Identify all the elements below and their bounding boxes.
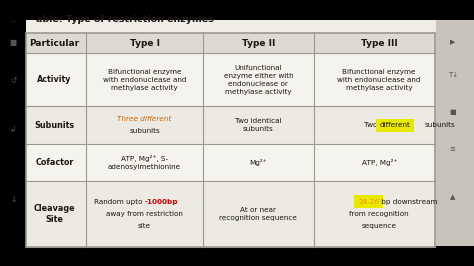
Bar (26, 20, 436, 246)
Text: bp downstream: bp downstream (379, 199, 438, 205)
Bar (26, 53, 435, 106)
Text: T↓: T↓ (447, 72, 458, 77)
Text: Activity: Activity (37, 75, 72, 84)
Text: Cleavage
Site: Cleavage Site (34, 204, 75, 225)
Text: different: different (379, 122, 410, 128)
Text: from recognition: from recognition (349, 211, 409, 217)
Text: Unifunctional
enzyme either with
endonuclease or
methylase activity: Unifunctional enzyme either with endonuc… (224, 65, 293, 95)
Text: ≡: ≡ (450, 146, 456, 152)
Text: ■: ■ (9, 38, 17, 47)
Text: ■: ■ (449, 109, 456, 115)
Text: Mg²⁺: Mg²⁺ (249, 159, 267, 166)
Text: Random upto: Random upto (94, 199, 145, 205)
Bar (26, 144, 435, 181)
Text: able: Type of restriction enzymes: able: Type of restriction enzymes (36, 15, 213, 24)
Text: ...: ... (9, 15, 17, 24)
Text: ↓: ↓ (10, 195, 17, 204)
Text: Type II: Type II (242, 39, 275, 48)
Text: subunits: subunits (424, 122, 455, 128)
Text: Bifunctional enzyme
with endonuclease and
methylase activity: Bifunctional enzyme with endonuclease an… (103, 69, 186, 91)
Text: sequence: sequence (362, 223, 397, 228)
Text: ATP, Mg²⁺: ATP, Mg²⁺ (362, 159, 397, 166)
Text: away from restriction: away from restriction (106, 211, 183, 217)
Text: 24-26: 24-26 (358, 199, 379, 205)
Text: Type I: Type I (129, 39, 160, 48)
Bar (26, 33, 435, 247)
Text: -1000bp: -1000bp (145, 199, 178, 205)
Text: ↺: ↺ (10, 77, 17, 86)
Text: ▶: ▶ (450, 40, 456, 45)
Text: Bifunctional enzyme
with endonuclease and
methylase activity: Bifunctional enzyme with endonuclease an… (337, 69, 421, 91)
Text: Particular: Particular (29, 39, 80, 48)
Text: Cofactor: Cofactor (36, 158, 73, 167)
Text: site: site (138, 223, 151, 228)
Text: subunits: subunits (129, 128, 160, 134)
Bar (26, 181, 435, 247)
Text: Subunits: Subunits (35, 121, 74, 130)
Text: Type III: Type III (361, 39, 398, 48)
Text: At or near
recognition sequence: At or near recognition sequence (219, 207, 297, 221)
Text: Three different: Three different (118, 116, 172, 122)
Text: Two: Two (364, 122, 379, 128)
Bar (436, 20, 474, 246)
Bar (26, 33, 435, 53)
Text: ▲: ▲ (450, 194, 456, 200)
Text: ↲: ↲ (10, 126, 17, 135)
Text: Two identical
subunits: Two identical subunits (235, 118, 282, 132)
Bar (26, 106, 435, 144)
Text: ATP, Mg²⁺, S-
adenosylmethionine: ATP, Mg²⁺, S- adenosylmethionine (108, 155, 181, 170)
